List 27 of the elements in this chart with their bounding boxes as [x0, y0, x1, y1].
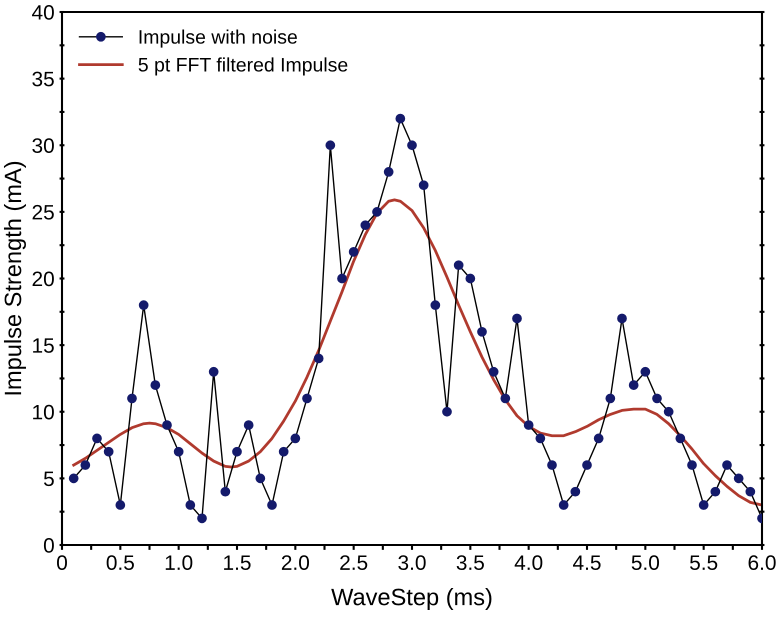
x-tick-label: 6.0 — [748, 555, 776, 570]
y-tick-label: 25 — [32, 204, 54, 220]
line-series — [72, 198, 762, 506]
x-tick-label: 1.5 — [224, 555, 251, 570]
x-tick-label: 5.5 — [690, 555, 718, 570]
y-tick-label: 20 — [32, 272, 54, 286]
y-tick-label: 10 — [33, 404, 54, 420]
x-tick-label: 4.5 — [573, 555, 601, 570]
x-tick-label: 3.5 — [456, 555, 484, 570]
legend-label: 5 pt FFT filtered Impulse — [138, 57, 348, 76]
x-tick-label: 4.0 — [514, 555, 542, 570]
x-tick-label: 0.5 — [106, 555, 134, 570]
x-tick-label: 3.0 — [398, 555, 426, 570]
legend-label: Impulse with noise — [140, 30, 297, 48]
x-tick-label: 0 — [57, 555, 67, 570]
y-tick-label: 15 — [33, 338, 54, 353]
y-tick-label: 40 — [32, 5, 54, 20]
x-tick-label: 5.0 — [632, 555, 659, 570]
y-axis-title: Impulse Strength (mA) — [4, 162, 26, 394]
y-tick-label: 5 — [44, 472, 54, 486]
y-tick-label: 30 — [32, 138, 54, 154]
x-tick-label: 1.0 — [166, 555, 192, 570]
y-tick-label: 0 — [44, 538, 54, 553]
x-axis-title: WaveStep (ms) — [331, 588, 492, 610]
x-tick-label: 2.0 — [282, 555, 309, 570]
x-tick-label: 2.5 — [340, 555, 368, 570]
y-tick-label: 35 — [32, 72, 54, 86]
